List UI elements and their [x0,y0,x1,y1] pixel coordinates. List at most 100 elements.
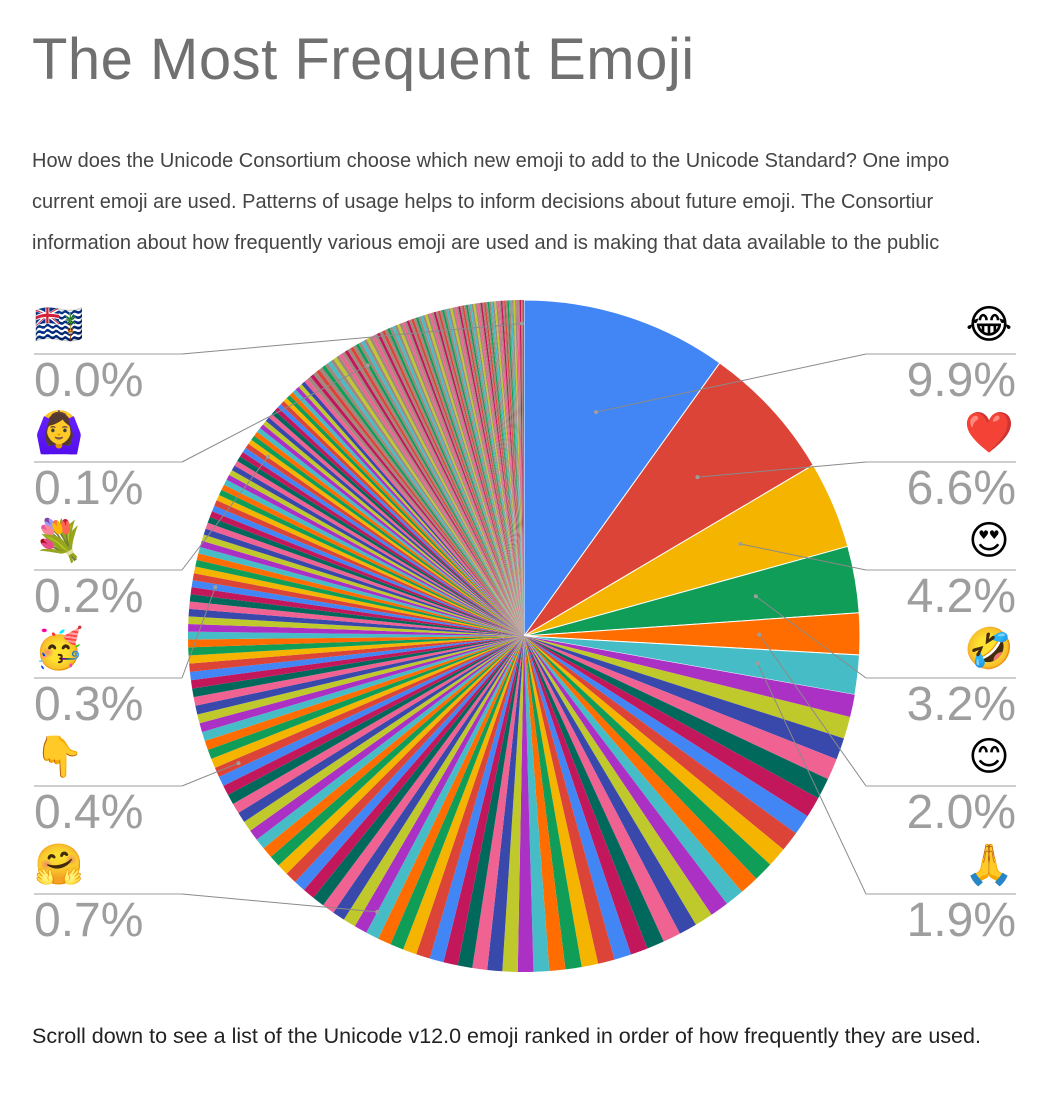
pie-slice [420,315,524,636]
pie-slice [339,353,524,636]
pie-slice [283,398,524,636]
percent-label-right: 9.9% [906,354,1016,407]
pie-slice [344,350,524,636]
pie-slice [460,305,524,636]
pie-slice [195,636,524,715]
pie-slice [188,616,524,636]
pie-slice [192,573,525,636]
pie-slice [469,304,524,636]
pie-slice [524,636,648,955]
pie-slice [207,636,524,759]
intro-paragraph: How does the Unicode Consortium choose w… [32,141,1064,264]
pie-slice [389,326,524,636]
pie-slice [437,310,524,636]
pie-slice [429,636,524,963]
emoji-label-left: 💐 [34,518,84,564]
emoji-label-left: 🇮🇴 [34,302,84,348]
pie-slice [394,324,524,636]
pie-slice [519,300,524,636]
emoji-label-right: 🙏 [964,842,1014,888]
pie-slice [274,407,524,636]
pie-slice [197,636,525,724]
pie-slice [379,331,524,636]
pie-slice [487,301,524,636]
pie-slice [189,636,524,672]
pie-slice [524,636,696,934]
leader-line [758,634,867,787]
pie-slice [524,636,784,865]
pie-slice [490,301,524,636]
emoji-label-left: 🙆‍♀️ [34,410,84,456]
pie-slice [330,359,524,636]
pie-slice [350,346,524,636]
pie-slice [313,371,524,636]
pie-slice [480,302,524,636]
pie-slice [237,456,524,636]
pie-slice [292,389,524,636]
pie-slice [500,300,524,636]
pie-slice [399,323,524,636]
pie-slice [371,335,524,636]
pie-slice [218,636,524,786]
pie-slice [244,636,524,831]
pie-slice [223,636,525,795]
pie-slice [212,505,524,636]
pie-slice [476,303,524,636]
pie-slice [189,636,525,681]
pie-slice [524,636,712,925]
pie-slice [429,313,524,636]
pie-slice [327,361,524,636]
pie-slice [473,303,524,636]
pie-slice [482,302,524,636]
pie-slice [495,301,524,636]
pie-slice [232,636,525,813]
pie-slice [193,636,524,706]
pie-slice [401,322,524,636]
pie-slice [358,342,524,636]
pie-slice [457,636,524,968]
pie-slice [333,357,524,636]
pie-slice [199,636,524,733]
pie-slice [207,516,525,636]
percent-label-left: 0.4% [34,786,144,839]
pie-slice [422,314,524,636]
pie-slice [524,636,615,964]
leader-line [181,456,269,571]
pie-slice [376,332,524,636]
pie-slice [251,435,524,636]
pie-slice [392,325,524,636]
pie-slice [286,395,524,636]
pie-slice [524,636,582,970]
pie-slice [216,495,524,636]
emoji-label-left: 🥳 [34,626,84,672]
pie-slice [524,636,844,760]
pie-slice [201,534,524,636]
pie-slice [188,636,524,664]
pie-slice [524,636,808,834]
leader-line [181,586,216,679]
pie-slice [354,636,524,933]
pie-slice [188,623,524,636]
leader-line [181,762,239,787]
pie-slice [250,636,524,840]
percent-label-left: 0.1% [34,462,144,515]
leader-dot [365,363,370,368]
pie-slice [418,316,524,636]
pie-slice [489,301,524,636]
pie-slice [219,489,524,636]
pie-slice [199,540,525,636]
pie-slice [461,305,524,636]
percent-label-left: 0.3% [34,678,144,731]
pie-slice [444,309,524,636]
pie-slice [387,328,524,636]
pie-slice [507,300,524,636]
leader-dot [266,454,271,459]
pie-slice [369,336,524,636]
pie-slice [192,636,524,698]
pie-slice [238,636,525,822]
pie-slice [439,310,524,636]
pie-slice [463,305,524,636]
pie-slice [427,313,524,636]
pie-slice [304,379,524,636]
